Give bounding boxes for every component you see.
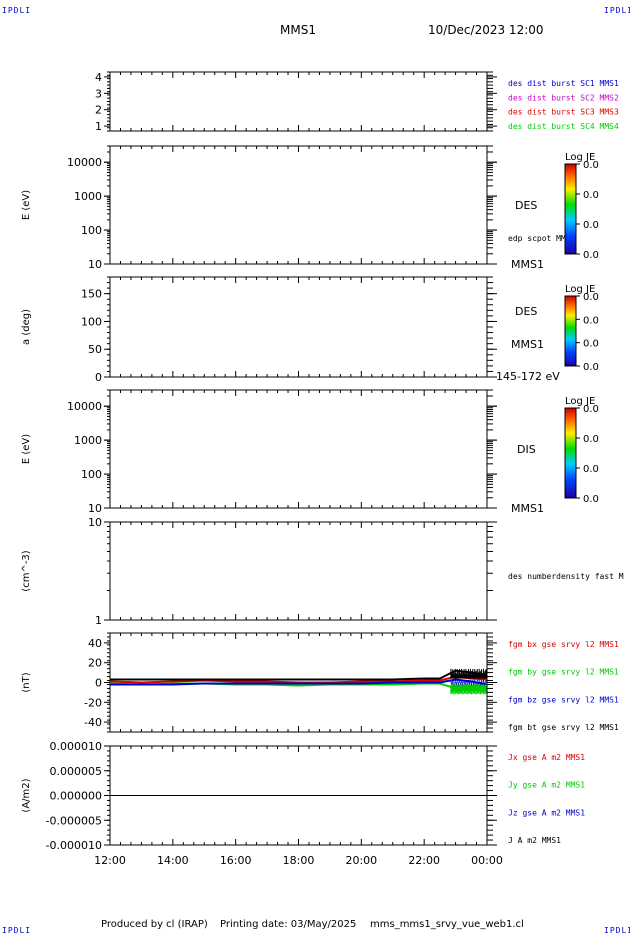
time-tick-label: 16:00	[220, 854, 252, 867]
corner-label-bottom-left: IPDLI	[2, 926, 32, 935]
y-axis-label: E (eV)	[21, 190, 32, 220]
colorbar-label: 0.0	[583, 315, 599, 326]
legend-entry: des dist burst SC1 MMS1	[508, 79, 619, 88]
corner-label-top-left: IPDLI	[2, 6, 32, 15]
y-tick-label: 20	[88, 657, 102, 670]
colorbar	[564, 295, 577, 367]
colorbar-label: 0.0	[583, 434, 599, 445]
side-label: DES	[515, 305, 537, 318]
y-tick-label: 0	[95, 371, 102, 384]
produced-by: Produced by cl (IRAP)	[101, 919, 208, 930]
panel-frame-density	[109, 521, 488, 621]
colorbar-label: 0.0	[583, 362, 599, 373]
colorbar-label: 0.0	[583, 464, 599, 475]
series-line	[110, 678, 488, 686]
y-axis-label: (cm^-3)	[21, 550, 32, 591]
y-tick-label: 3	[95, 87, 102, 100]
legend-entry: des dist burst SC2 MMS2	[508, 93, 619, 102]
time-tick-label: 00:00	[471, 854, 503, 867]
y-tick-label: 100	[81, 224, 102, 237]
y-tick-label: -0.000005	[46, 814, 102, 827]
y-tick-label: -20	[84, 696, 102, 709]
y-tick-label: 0.000005	[50, 765, 103, 778]
time-tick-label: 22:00	[408, 854, 440, 867]
colorbar-label: 0.0	[583, 190, 599, 201]
y-tick-label: 0.000010	[50, 740, 103, 753]
colorbar-label: 0.0	[583, 250, 599, 261]
y-axis-label: (nT)	[21, 672, 32, 692]
panel-frame-burst	[109, 71, 488, 132]
y-tick-label: 10	[88, 258, 102, 271]
colorbar-title: Log JE	[565, 396, 595, 407]
colorbar-label: 0.0	[583, 160, 599, 171]
panel-frame-dis-energy	[109, 389, 488, 509]
series-line	[110, 669, 488, 681]
time-tick-label: 14:00	[157, 854, 189, 867]
spacecraft-title: MMS1	[280, 23, 316, 37]
y-tick-label: -0.000010	[46, 839, 102, 852]
y-tick-label: 50	[88, 343, 102, 356]
y-tick-label: 150	[81, 288, 102, 301]
y-tick-label: 40	[88, 637, 102, 650]
time-tick-label: 20:00	[345, 854, 377, 867]
colorbar-label: 0.0	[583, 494, 599, 505]
y-tick-label: 0	[95, 677, 102, 690]
legend-entry: des numberdensity fast M	[508, 572, 624, 581]
y-axis-label: a (deg)	[21, 309, 32, 345]
colorbar-label: 0.0	[583, 339, 599, 350]
y-axis-label: (A/m2)	[21, 778, 32, 812]
legend-entry: J A m2 MMS1	[508, 836, 561, 845]
colorbar-label: 0.0	[583, 404, 599, 415]
panel-frame-des-pitch	[109, 276, 488, 378]
side-label: MMS1	[511, 258, 544, 271]
colorbar-label: 0.0	[583, 220, 599, 231]
legend-entry: des dist burst SC3 MMS3	[508, 108, 619, 117]
side-label: DIS	[517, 443, 536, 456]
y-tick-label: 0.000000	[50, 790, 103, 803]
time-tick-label: 12:00	[94, 854, 126, 867]
colorbar-title: Log JE	[565, 284, 595, 295]
legend-entry: fgm bz gse srvy l2 MMS1	[508, 695, 619, 704]
y-tick-label: 10	[88, 516, 102, 529]
y-tick-label: -40	[84, 716, 102, 729]
filename: mms_mms1_srvy_vue_web1.cl	[370, 919, 524, 930]
y-tick-label: 100	[81, 315, 102, 328]
side-label: 145-172 eV	[496, 370, 560, 383]
legend-entry: fgm by gse srvy l2 MMS1	[508, 668, 619, 677]
corner-label-top-right: IPDLI	[604, 6, 630, 15]
corner-label-bottom-right: IPDLI	[604, 926, 630, 935]
legend-entry: Jy gse A m2 MMS1	[508, 781, 585, 790]
y-tick-label: 1000	[74, 190, 102, 203]
side-label: MMS1	[511, 338, 544, 351]
legend-entry: Jz gse A m2 MMS1	[508, 808, 585, 817]
legend-entry: des dist burst SC4 MMS4	[508, 122, 619, 131]
panel-frame-des-energy	[109, 145, 488, 265]
legend-entry: Jx gse A m2 MMS1	[508, 753, 585, 762]
colorbar	[564, 407, 577, 499]
y-tick-label: 1	[95, 120, 102, 133]
colorbar-title: Log JE	[565, 152, 595, 163]
y-tick-label: 10000	[67, 156, 102, 169]
side-label: DES	[515, 199, 537, 212]
y-tick-label: 10000	[67, 400, 102, 413]
side-label: MMS1	[511, 502, 544, 515]
y-tick-label: 100	[81, 468, 102, 481]
time-tick-label: 18:00	[283, 854, 315, 867]
y-axis-label: E (eV)	[21, 434, 32, 464]
y-tick-label: 2	[95, 104, 102, 117]
y-tick-label: 1000	[74, 434, 102, 447]
legend-entry: fgm bx gse srvy l2 MMS1	[508, 640, 619, 649]
side-label: edp scpot MMS1	[508, 234, 576, 243]
printing-date: Printing date: 03/May/2025	[220, 919, 357, 930]
legend-entry: fgm bt gse srvy l2 MMS1	[508, 723, 619, 732]
y-tick-label: 10	[88, 502, 102, 515]
colorbar	[564, 163, 577, 255]
y-tick-label: 1	[95, 614, 102, 627]
colorbar-label: 0.0	[583, 292, 599, 303]
y-tick-label: 4	[95, 71, 102, 84]
date-title: 10/Dec/2023 12:00	[428, 23, 544, 37]
